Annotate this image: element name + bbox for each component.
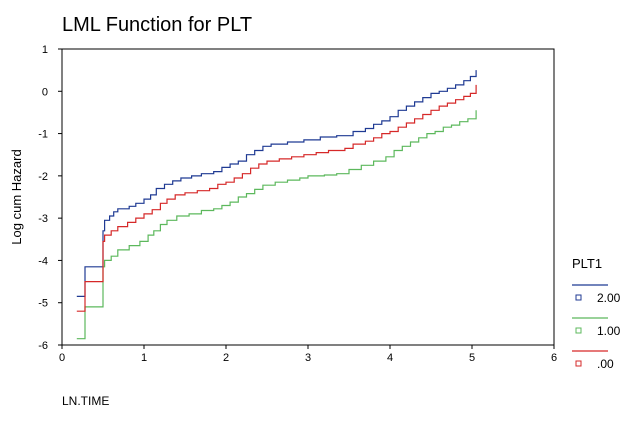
x-tick-label: 6 (551, 352, 557, 364)
legend-label-1: 2.00 (597, 291, 621, 305)
x-tick-label: 3 (305, 352, 311, 364)
x-tick-label: 2 (223, 352, 229, 364)
legend-title: PLT1 (572, 256, 602, 271)
y-tick-label: -3 (38, 213, 48, 225)
y-axis-label: Log cum Hazard (9, 149, 24, 244)
x-tick-label: 0 (59, 352, 65, 364)
legend-marker-3 (575, 360, 582, 367)
x-tick-label: 5 (469, 352, 475, 364)
y-tick-label: 1 (42, 44, 48, 56)
legend-marker-2 (575, 327, 582, 334)
legend-label-2: 1.00 (597, 324, 621, 338)
legend-marker-1 (575, 294, 582, 301)
x-axis-label: LN.TIME (62, 394, 109, 408)
series-line-1 (76, 70, 477, 297)
x-tick-label: 4 (387, 352, 393, 364)
y-tick-label: -6 (38, 340, 48, 352)
legend: 2.00 1.00 .00 (572, 284, 621, 371)
y-tick-label: 0 (42, 86, 48, 98)
axis-ticks: 0 1 2 3 4 5 6 -6 -5 -4 -3 -2 -1 0 1 (38, 44, 557, 364)
y-tick-label: -2 (38, 171, 48, 183)
y-tick-label: -1 (38, 129, 48, 141)
y-tick-label: -4 (38, 255, 48, 267)
series-group (76, 70, 477, 340)
plot-frame (61, 48, 555, 346)
series-line-3 (76, 84, 477, 312)
legend-label-3: .00 (597, 357, 614, 371)
x-tick-label: 1 (141, 352, 147, 364)
y-tick-label: -5 (38, 298, 48, 310)
chart-title: LML Function for PLT (62, 14, 252, 36)
series-line-2 (76, 110, 477, 340)
